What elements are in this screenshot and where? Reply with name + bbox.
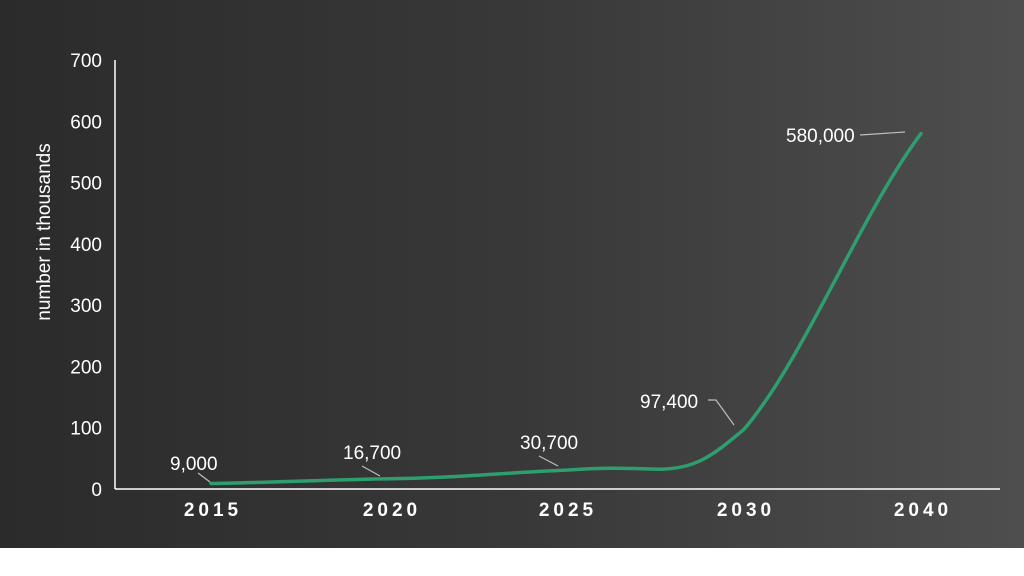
data-label-leader xyxy=(361,465,381,477)
y-axis-title: number in thousands xyxy=(34,143,55,320)
data-label-leader xyxy=(538,455,559,467)
data-label: 30,700 xyxy=(520,433,578,454)
data-label: 9,000 xyxy=(170,454,218,475)
y-tick-label: 500 xyxy=(70,174,102,195)
data-label-leaders xyxy=(197,131,906,483)
series-line xyxy=(209,131,923,486)
data-label-leader xyxy=(708,399,735,426)
x-tick-label: 2015 xyxy=(184,500,242,521)
line-chart: number in thousands 0 100 200 300 400 500 600 7… xyxy=(34,51,952,521)
y-tick-label: 200 xyxy=(70,357,102,378)
y-tick-labels: 0 100 200 300 400 500 600 700 xyxy=(70,51,102,501)
y-tick-label: 600 xyxy=(70,112,102,133)
x-tick-label: 2030 xyxy=(717,500,775,521)
x-tick-labels: 2015 2020 2025 2030 2040 xyxy=(184,500,952,521)
y-tick-label: 400 xyxy=(70,235,102,256)
y-tick-label: 0 xyxy=(91,480,102,501)
y-tick-label: 100 xyxy=(70,419,102,440)
y-tick-label: 700 xyxy=(70,51,102,72)
x-tick-label: 2020 xyxy=(363,500,421,521)
chart-background: number in thousands 0 100 200 300 400 500 600 7… xyxy=(0,0,1024,548)
x-tick-label: 2040 xyxy=(894,500,952,521)
data-label: 580,000 xyxy=(786,126,855,147)
y-tick-label: 300 xyxy=(70,296,102,317)
data-label-leader xyxy=(859,131,906,136)
data-label: 97,400 xyxy=(640,392,698,413)
data-label-leader xyxy=(197,472,211,483)
data-labels: 9,000 16,700 30,700 97,400 580,000 xyxy=(170,126,855,475)
data-label: 16,700 xyxy=(343,443,401,464)
x-tick-label: 2025 xyxy=(539,500,597,521)
